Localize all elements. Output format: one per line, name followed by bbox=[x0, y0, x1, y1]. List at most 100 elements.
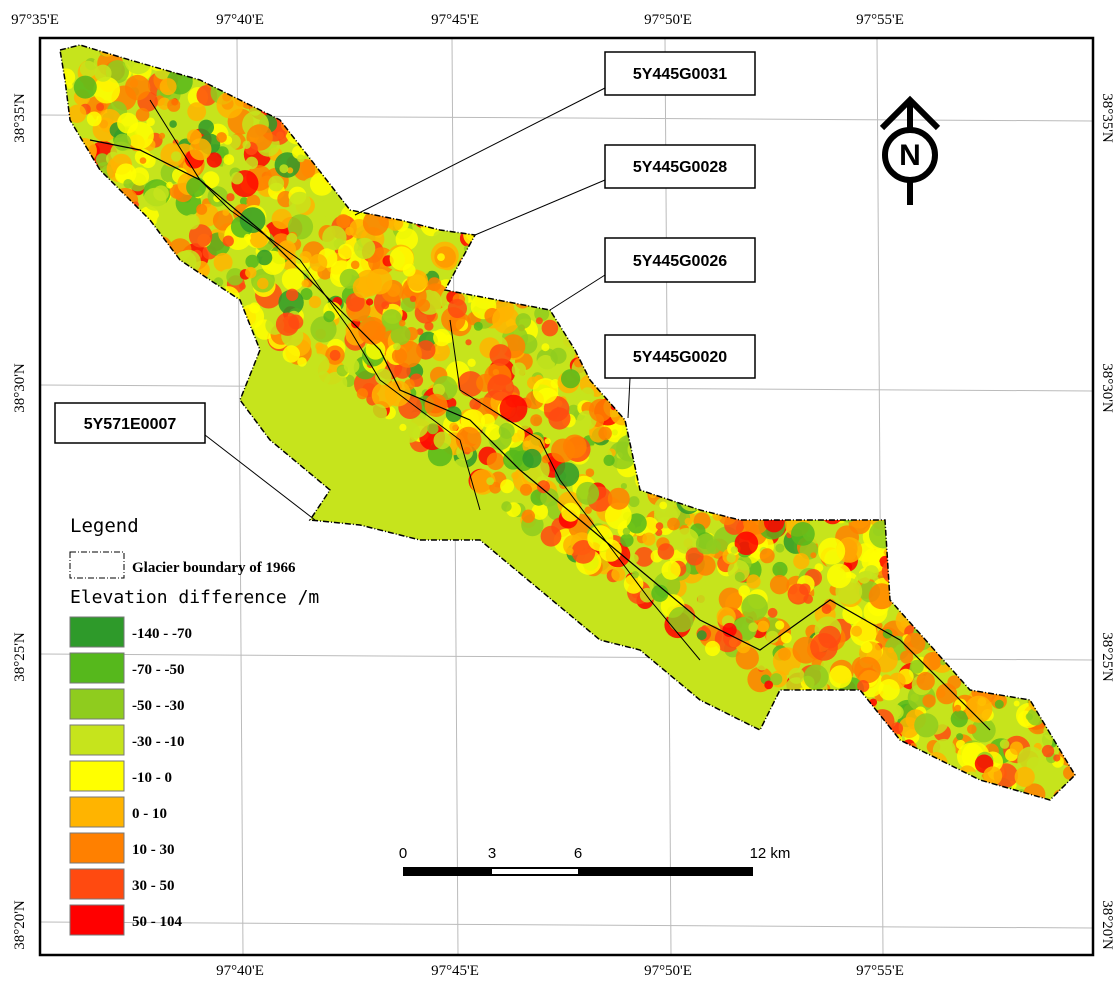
surface-patch bbox=[242, 141, 250, 149]
surface-patch bbox=[302, 280, 309, 287]
surface-patch bbox=[721, 427, 729, 435]
surface-patch bbox=[724, 427, 734, 437]
surface-patch bbox=[633, 437, 647, 451]
surface-patch bbox=[349, 136, 361, 148]
surface-patch bbox=[310, 254, 328, 272]
surface-patch bbox=[257, 83, 272, 98]
surface-patch bbox=[930, 632, 939, 641]
map: 5Y445G0031 5Y445G0028 5Y445G0026 5Y445G0… bbox=[0, 0, 1113, 982]
surface-patch bbox=[815, 498, 828, 511]
surface-patch bbox=[250, 67, 274, 91]
surface-patch bbox=[276, 313, 299, 336]
surface-patch bbox=[125, 75, 150, 100]
surface-patch bbox=[786, 470, 803, 487]
surface-patch bbox=[673, 430, 692, 449]
surface-patch bbox=[1053, 754, 1060, 761]
surface-patch bbox=[272, 86, 300, 114]
surface-patch bbox=[545, 438, 551, 444]
surface-patch bbox=[1049, 675, 1069, 695]
surface-patch bbox=[180, 103, 186, 109]
surface-patch bbox=[793, 553, 809, 569]
surface-patch bbox=[944, 586, 957, 599]
surface-patch bbox=[241, 74, 262, 95]
surface-patch bbox=[68, 0, 84, 12]
surface-patch bbox=[56, 166, 72, 182]
surface-patch bbox=[297, 357, 307, 367]
scale-bar bbox=[403, 867, 753, 876]
surface-patch bbox=[749, 491, 771, 513]
surface-patch bbox=[775, 544, 784, 553]
surface-patch bbox=[696, 533, 717, 554]
surface-patch bbox=[1022, 844, 1045, 867]
surface-patch bbox=[700, 460, 707, 467]
surface-patch bbox=[960, 635, 983, 658]
surface-patch bbox=[180, 54, 202, 76]
surface-patch bbox=[1034, 686, 1047, 699]
surface-patch bbox=[1026, 713, 1033, 720]
legend-boundary: Glacier boundary of 1966 bbox=[132, 560, 296, 576]
surface-patch bbox=[893, 745, 905, 757]
surface-patch bbox=[256, 79, 265, 88]
surface-patch bbox=[948, 619, 962, 633]
surface-patch bbox=[492, 306, 519, 333]
surface-patch bbox=[938, 562, 965, 589]
surface-patch bbox=[658, 543, 675, 560]
surface-patch bbox=[598, 427, 612, 441]
surface-patch bbox=[722, 464, 729, 471]
surface-patch bbox=[816, 493, 830, 507]
surface-patch bbox=[401, 197, 413, 209]
surface-patch bbox=[644, 388, 669, 413]
surface-patch bbox=[471, 246, 482, 257]
surface-patch bbox=[160, 78, 177, 95]
surface-patch bbox=[354, 238, 375, 259]
surface-patch bbox=[783, 487, 804, 508]
surface-patch bbox=[670, 427, 683, 440]
surface-patch bbox=[1028, 689, 1051, 712]
surface-patch bbox=[991, 615, 997, 621]
surface-patch bbox=[974, 833, 990, 849]
surface-patch bbox=[1022, 616, 1045, 639]
surface-patch bbox=[58, 69, 76, 87]
surface-patch bbox=[1014, 701, 1020, 707]
surface-patch bbox=[963, 584, 986, 607]
surface-patch bbox=[1061, 695, 1081, 715]
surface-patch bbox=[717, 467, 738, 488]
surface-patch bbox=[1056, 844, 1064, 852]
legend-swatch bbox=[70, 725, 124, 755]
surface-patch bbox=[760, 548, 775, 563]
scale-label: 0 bbox=[399, 845, 407, 862]
surface-patch bbox=[1015, 767, 1035, 787]
surface-patch bbox=[427, 423, 438, 434]
surface-patch bbox=[413, 201, 427, 215]
surface-patch bbox=[858, 572, 870, 584]
surface-patch bbox=[67, 190, 81, 204]
glacier-id: 5Y571E0007 bbox=[84, 416, 177, 433]
surface-patch bbox=[530, 414, 542, 426]
surface-patch bbox=[813, 503, 829, 519]
surface-patch bbox=[179, 21, 196, 38]
legend-label: 0 - 10 bbox=[132, 806, 167, 822]
surface-patch bbox=[827, 564, 852, 589]
surface-patch bbox=[133, 12, 141, 20]
leader-line bbox=[550, 275, 605, 310]
surface-patch bbox=[738, 423, 764, 449]
surface-patch bbox=[697, 452, 724, 479]
surface-patch bbox=[433, 329, 450, 346]
surface-patch bbox=[240, 304, 265, 329]
surface-patch bbox=[85, 0, 97, 10]
surface-patch bbox=[849, 512, 871, 534]
surface-patch bbox=[846, 696, 858, 708]
surface-patch bbox=[946, 595, 973, 622]
surface-patch bbox=[1049, 873, 1066, 890]
surface-patch bbox=[205, 73, 212, 80]
surface-patch bbox=[309, 296, 321, 308]
surface-patch bbox=[434, 432, 452, 450]
surface-patch bbox=[382, 309, 402, 329]
surface-patch bbox=[1066, 890, 1073, 897]
surface-patch bbox=[755, 442, 773, 460]
surface-patch bbox=[843, 713, 850, 720]
surface-patch bbox=[967, 724, 977, 734]
surface-patch bbox=[996, 792, 1007, 803]
surface-patch bbox=[945, 746, 955, 756]
surface-patch bbox=[893, 755, 901, 763]
